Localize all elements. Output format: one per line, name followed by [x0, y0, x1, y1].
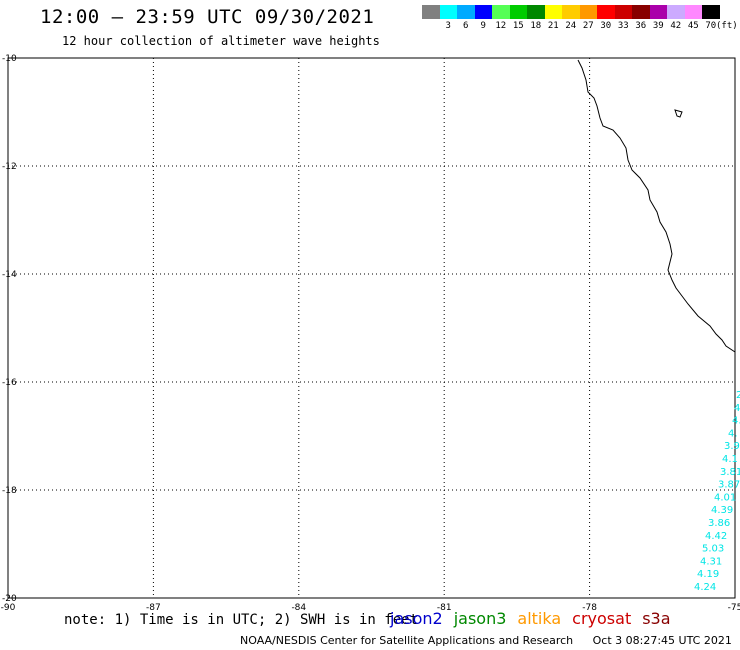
mission-jason3: jason3 — [453, 609, 507, 628]
scale-label: 18 — [530, 21, 542, 31]
coastline — [577, 59, 736, 353]
credit-timestamp: Oct 3 08:27:45 UTC 2021 — [592, 634, 732, 647]
scale-swatch — [667, 5, 685, 19]
lon-tick-label: -84 — [291, 603, 306, 613]
wave-height-labels: 2 4 4.4. 3.9 4.1 3.81 3.874.01 4.39 3.86 4.42 5.03… — [694, 390, 740, 593]
scale-swatch — [562, 5, 580, 19]
scale-swatch — [579, 5, 597, 19]
scale-label: 30 — [600, 21, 612, 31]
mission-cryosat: cryosat — [572, 609, 632, 628]
scale-label — [422, 21, 440, 31]
scale-swatch — [492, 5, 510, 19]
scale-label: 9 — [480, 21, 486, 31]
swh-value: 2 — [736, 390, 740, 401]
color-scale-unit: (ft) — [716, 21, 738, 31]
scale-swatch — [474, 5, 492, 19]
page-title: 12:00 – 23:59 UTC 09/30/2021 — [40, 6, 375, 28]
scale-swatch — [439, 5, 457, 19]
scale-swatch — [614, 5, 632, 19]
scale-swatch — [702, 5, 720, 19]
mission-legend: jason2 jason3 altika cryosat s3a — [390, 609, 682, 628]
swh-value: 4.39 — [711, 505, 733, 516]
scale-swatch — [422, 5, 440, 19]
scale-label: 36 — [635, 21, 647, 31]
latitude-labels: -10 -12 -14 -16 -18 -20 — [2, 54, 17, 604]
page-subtitle: 12 hour collection of altimeter wave hei… — [62, 34, 380, 48]
scale-swatch — [684, 5, 702, 19]
lat-tick-label: -14 — [2, 270, 17, 280]
wave-height-color-scale — [422, 5, 720, 19]
scale-swatch — [649, 5, 667, 19]
swh-value: 3.81 — [720, 467, 740, 478]
scale-label: 15 — [512, 21, 524, 31]
footer-note: note: 1) Time is in UTC; 2) SWH is in fe… — [64, 612, 419, 628]
scale-label: 70 — [705, 21, 717, 31]
lat-tick-label: -12 — [2, 162, 17, 172]
swh-value: 4.01 — [714, 492, 736, 503]
swh-value: 4 — [734, 403, 740, 414]
scale-swatch — [457, 5, 475, 19]
swh-value: 3.87 — [718, 480, 740, 491]
lon-tick-label: -87 — [146, 603, 161, 613]
scale-swatch — [527, 5, 545, 19]
mission-altika: altika — [517, 609, 562, 628]
swh-value: 4.24 — [694, 582, 716, 593]
color-scale-labels: 3 6 9 12 15 18 21 24 27 30 33 36 39 42 45 70 — [422, 21, 720, 31]
lat-tick-label: -18 — [2, 486, 17, 496]
swh-value: 4.19 — [697, 569, 719, 580]
map-grid — [8, 58, 735, 598]
swh-value: 3.9 — [724, 441, 740, 452]
scale-label: 6 — [463, 21, 469, 31]
swh-value: 5.03 — [702, 544, 724, 555]
island — [674, 109, 683, 118]
scale-label: 21 — [547, 21, 559, 31]
swh-value: 4.31 — [700, 556, 722, 567]
scale-label: 12 — [495, 21, 507, 31]
scale-swatch — [632, 5, 650, 19]
scale-swatch — [509, 5, 527, 19]
lon-tick-label: -75 — [728, 603, 740, 613]
lon-tick-label: -81 — [437, 603, 452, 613]
scale-label: 33 — [617, 21, 629, 31]
scale-label: 3 — [445, 21, 451, 31]
lat-tick-label: -10 — [2, 54, 17, 64]
scale-swatch — [544, 5, 562, 19]
mission-s3a: s3a — [642, 609, 671, 628]
swh-value: 3.86 — [708, 518, 730, 529]
mission-jason2: jason2 — [390, 609, 443, 628]
scale-label: 39 — [652, 21, 664, 31]
map-frame — [7, 57, 736, 599]
swh-value: 4. — [732, 416, 740, 427]
swh-value: 4.1 — [722, 454, 738, 465]
lat-tick-label: -16 — [2, 378, 17, 388]
lat-tick-label: -20 — [2, 594, 17, 604]
credit-organization: NOAA/NESDIS Center for Satellite Applica… — [240, 634, 574, 647]
footer-credit: NOAA/NESDIS Center for Satellite Applica… — [240, 634, 740, 647]
scale-label: 24 — [565, 21, 577, 31]
scale-label: 42 — [670, 21, 682, 31]
swh-value: 4.42 — [705, 531, 727, 542]
scale-label: 27 — [582, 21, 594, 31]
longitude-labels: -90 -87 -84 -81 -78 -75 — [1, 603, 740, 613]
lon-tick-label: -90 — [1, 603, 16, 613]
lon-tick-label: -78 — [582, 603, 597, 613]
scale-swatch — [597, 5, 615, 19]
swh-value: 4. — [728, 428, 738, 439]
scale-label: 45 — [687, 21, 699, 31]
